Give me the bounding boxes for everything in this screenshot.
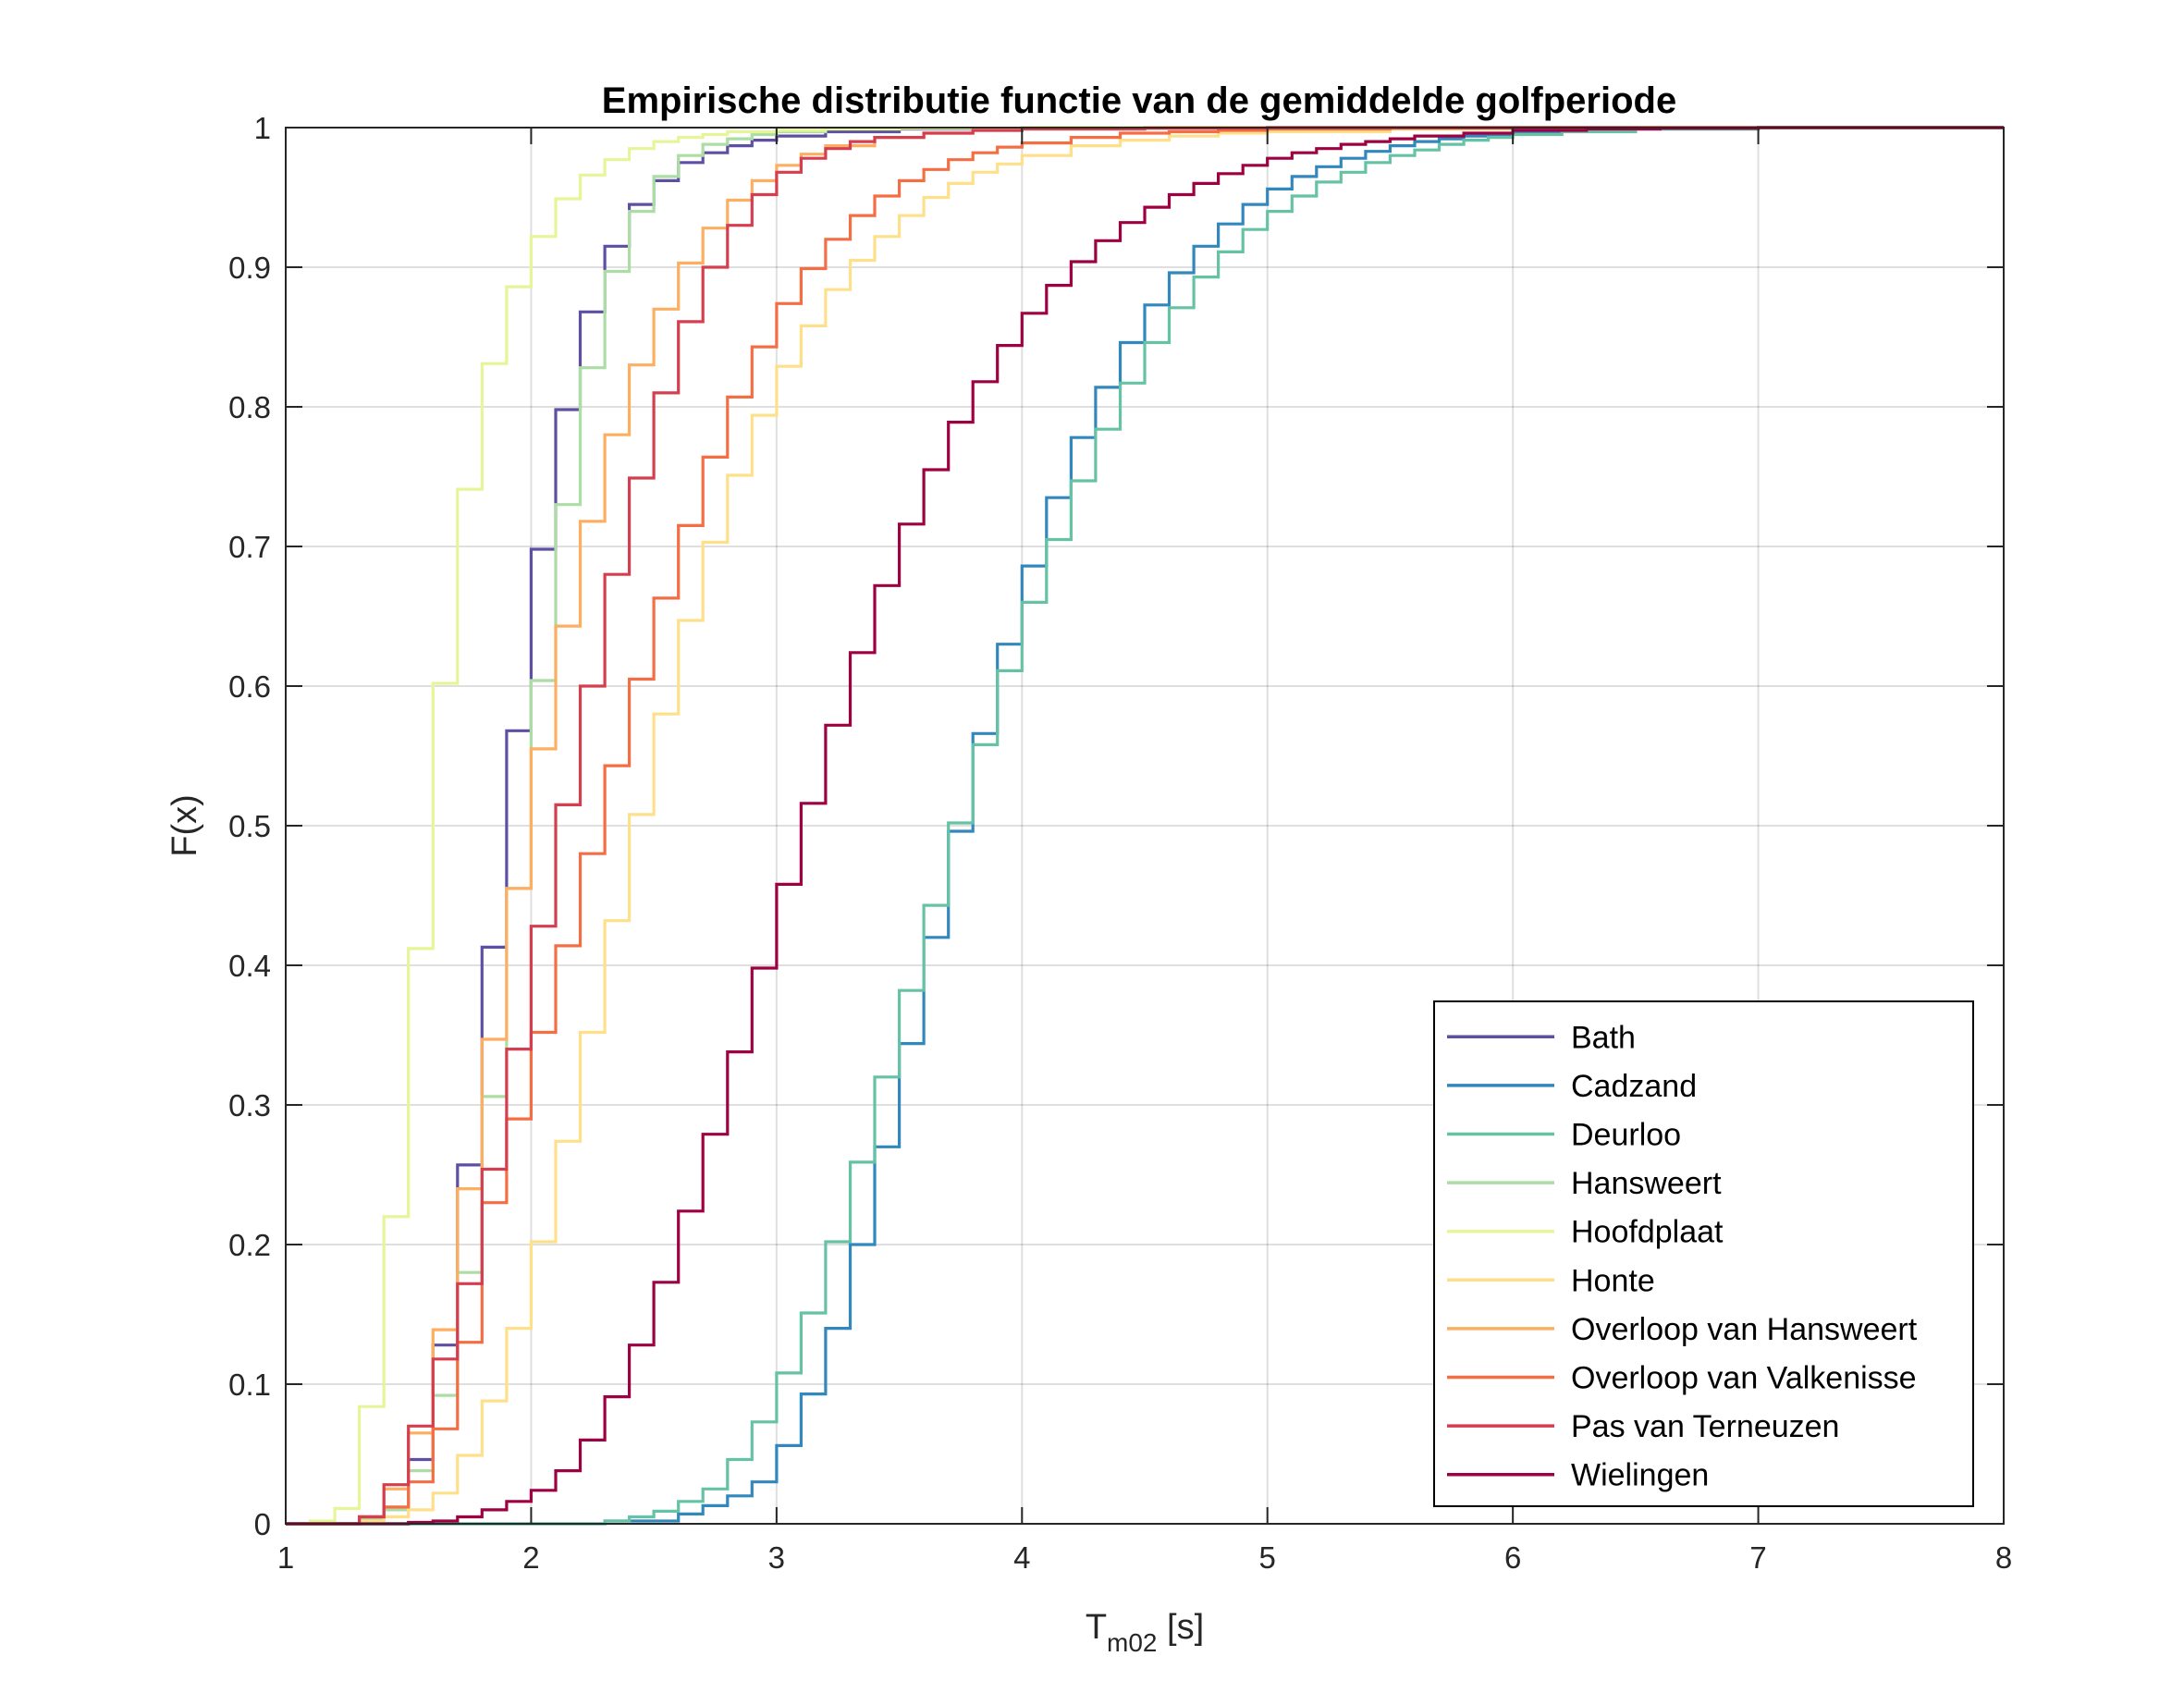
series-line-wielingen: [286, 126, 2004, 1526]
axis-ticks: [285, 127, 2005, 1525]
x-axis-label-subscript: m02: [1107, 1628, 1157, 1657]
legend-label-pas-van-terneuzen: Pas van Terneuzen: [1571, 1409, 1839, 1444]
x-tick-label: 4: [1013, 1540, 1030, 1575]
x-axis-label-main: T: [1086, 1608, 1107, 1647]
y-tick-label: 0.6: [228, 669, 271, 704]
legend-label-cadzand: Cadzand: [1571, 1069, 1697, 1104]
legend-label-wielingen: Wielingen: [1571, 1458, 1709, 1493]
y-tick-label: 0.2: [228, 1228, 271, 1262]
legend-label-hansweert: Hansweert: [1571, 1166, 1722, 1201]
x-tick-label: 3: [768, 1540, 785, 1575]
legend-label-overloop-van-hansweert: Overloop van Hansweert: [1571, 1312, 1918, 1347]
y-tick-label: 0: [254, 1507, 271, 1541]
y-tick-label: 0.5: [228, 809, 271, 843]
x-tick-label: 8: [1995, 1540, 2012, 1575]
x-tick-label: 2: [522, 1540, 539, 1575]
y-tick-label: 0.1: [228, 1368, 271, 1402]
series-line-pas-van-terneuzen: [286, 126, 2004, 1526]
legend-label-honte: Honte: [1571, 1263, 1655, 1298]
y-tick-label: 0.8: [228, 390, 271, 424]
x-axis-label: Tm02 [s]: [1086, 1608, 1204, 1657]
y-tick-label: 0.4: [228, 949, 271, 983]
y-axis-label: F(x): [166, 794, 204, 857]
legend-label-bath: Bath: [1571, 1020, 1636, 1055]
x-tick-label: 6: [1504, 1540, 1521, 1575]
y-tick-labels: 0 0.1 0.2 0.3 0.4 0.5 0.6 0.7 0.8 0.9 1: [228, 111, 271, 1541]
x-tick-label: 1: [277, 1540, 294, 1575]
legend: Bath Cadzand Deurloo Hansweert Hoofdplaat Hon…: [1433, 1000, 1974, 1507]
series-line-honte: [286, 126, 2004, 1526]
legend-label-hoofdplaat: Hoofdplaat: [1571, 1215, 1724, 1250]
legend-label-overloop-van-valkenisse: Overloop van Valkenisse: [1571, 1361, 1917, 1396]
chart-title: Empirische distributie functie van de ge…: [602, 80, 1676, 121]
x-axis-label-suffix: [s]: [1158, 1608, 1205, 1647]
legend-label-deurloo: Deurloo: [1571, 1118, 1681, 1153]
y-tick-label: 0.9: [228, 251, 271, 285]
x-tick-label: 7: [1749, 1540, 1766, 1575]
x-tick-labels: 1 2 3 4 5 6 7 8: [277, 1540, 2012, 1575]
series-line-deurloo: [286, 126, 2004, 1526]
x-tick-label: 5: [1259, 1540, 1276, 1575]
y-tick-label: 1: [254, 111, 271, 145]
y-tick-label: 0.7: [228, 530, 271, 564]
y-tick-label: 0.3: [228, 1088, 271, 1123]
